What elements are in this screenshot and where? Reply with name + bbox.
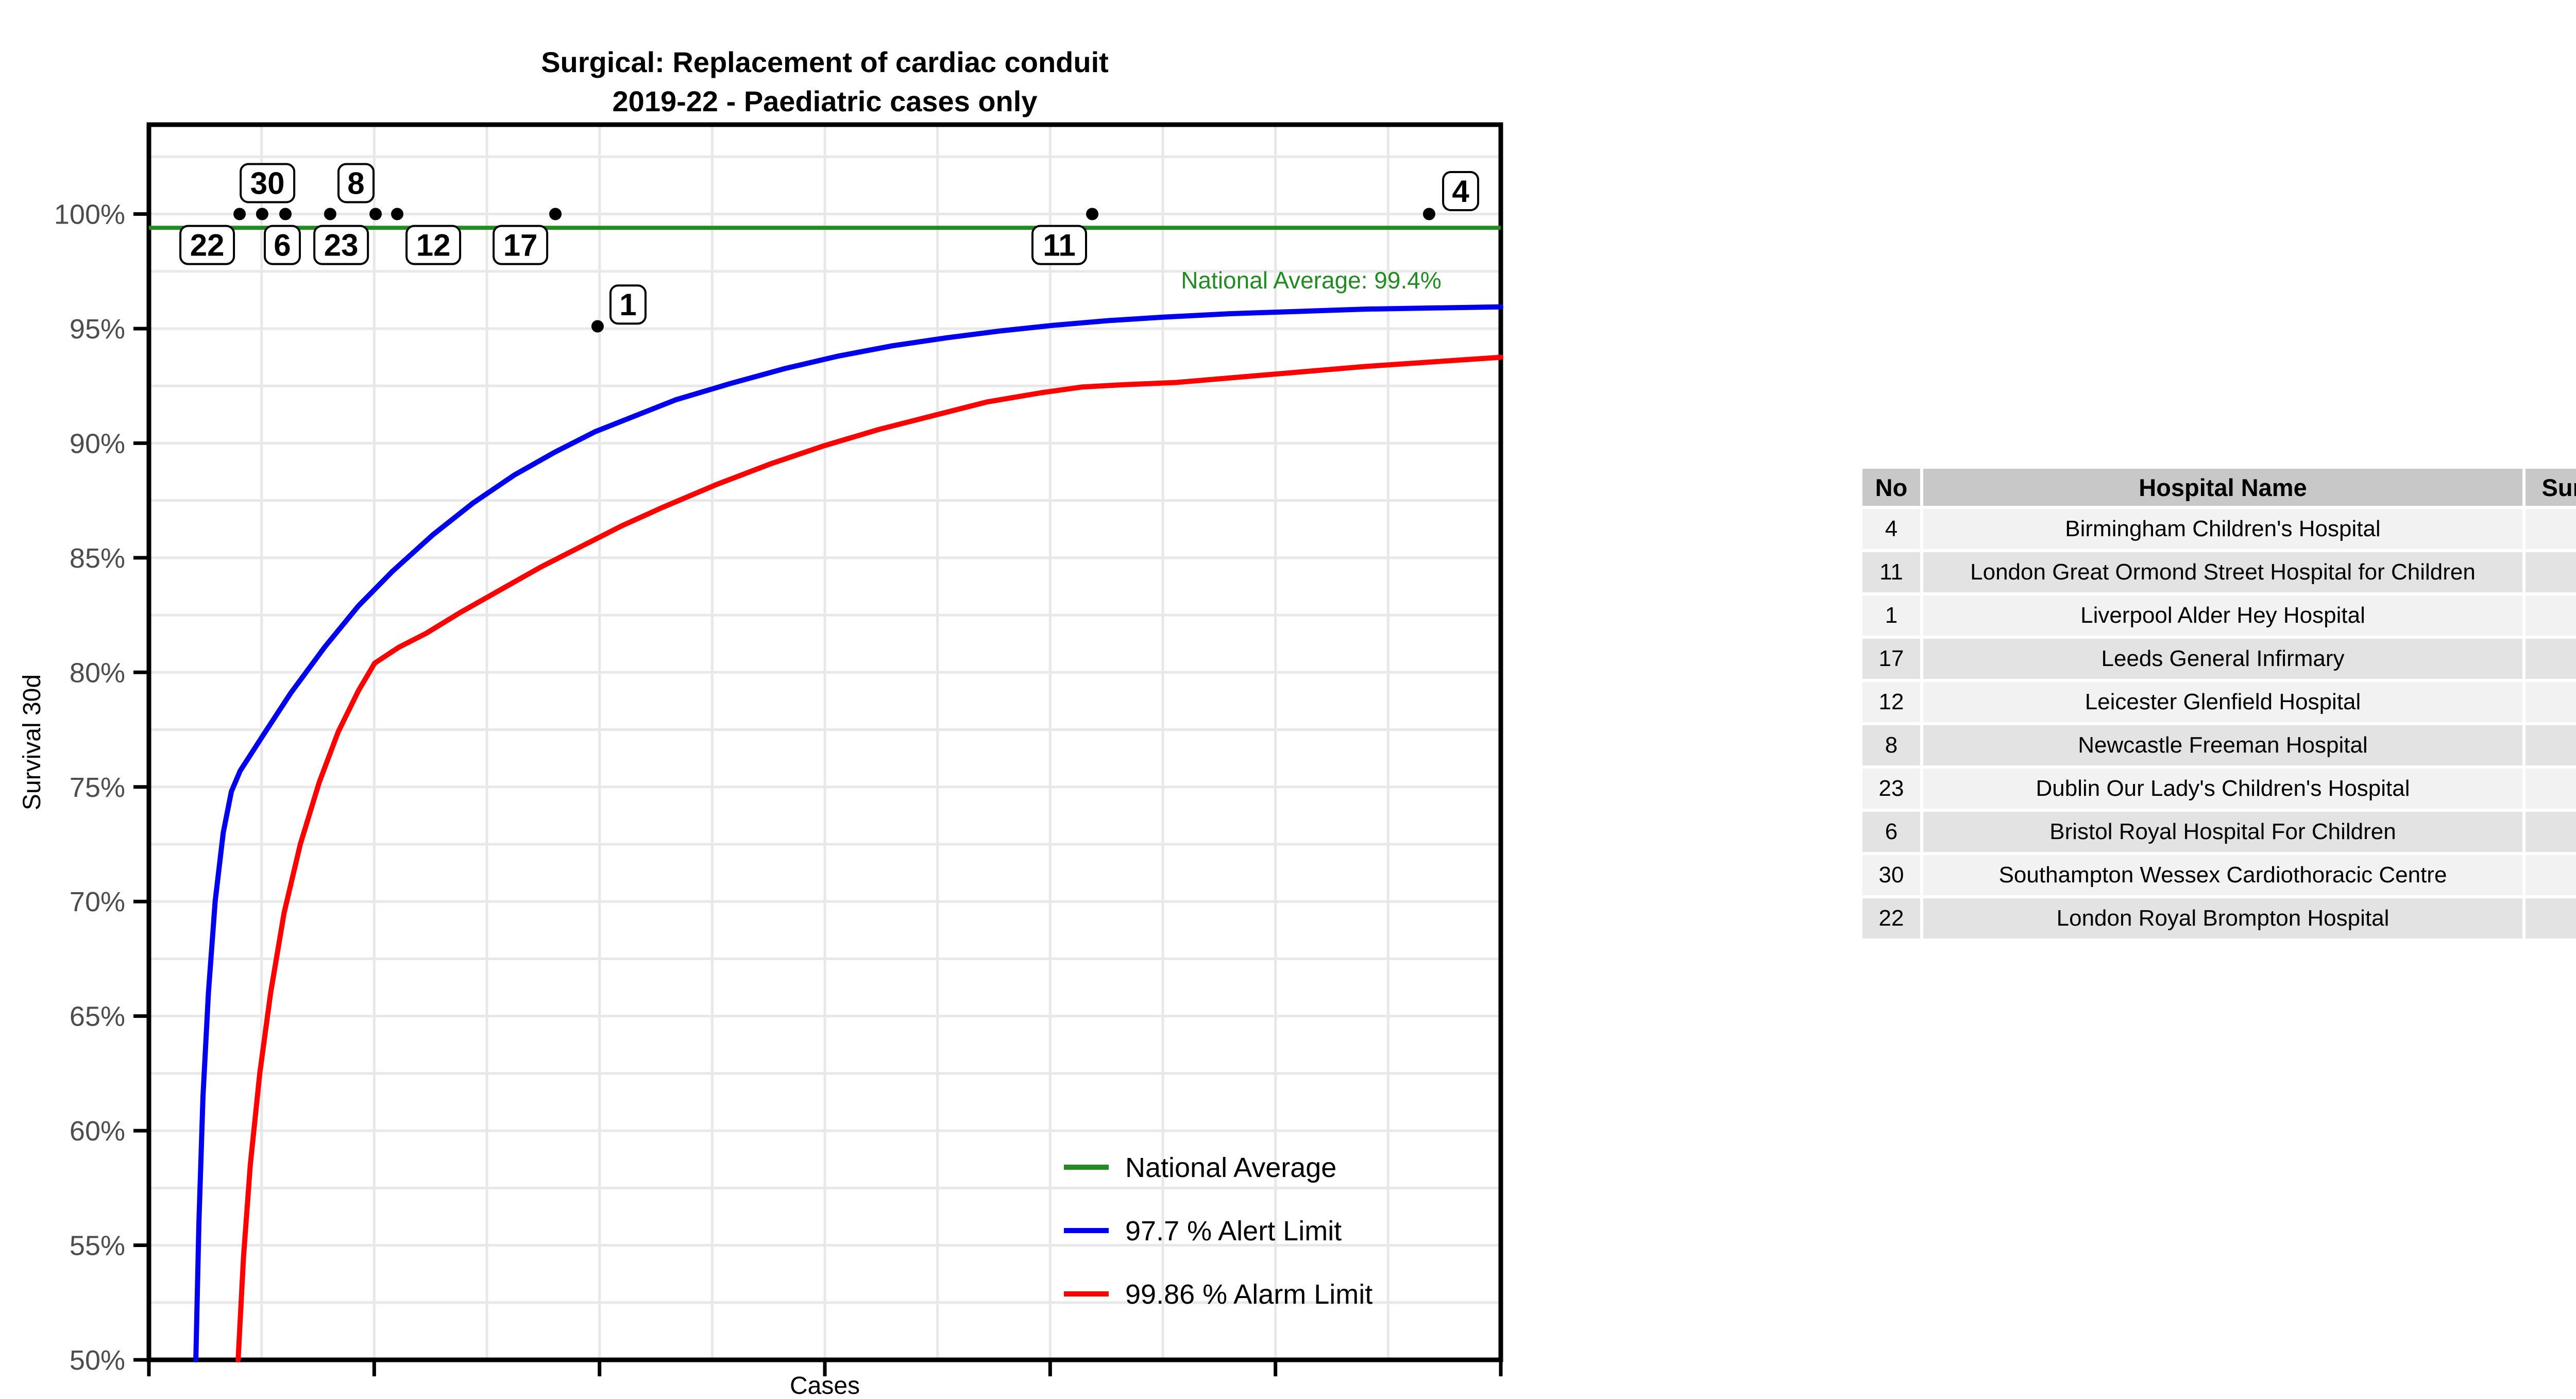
- hospital-point-dot: [233, 208, 246, 220]
- hospital-point-label-box: [313, 225, 369, 265]
- hospital-point-dot: [279, 208, 292, 220]
- cell-hospital-name: Liverpool Alder Hey Hospital: [1923, 595, 2522, 636]
- hospital-point-dot: [1422, 208, 1435, 220]
- cell-no: 8: [1862, 725, 1920, 765]
- hospital-point-label-box: [263, 225, 301, 265]
- y-tick-label: 65%: [70, 1001, 125, 1032]
- hospital-point-label-box: [405, 225, 462, 265]
- cell-survival: 95%: [2526, 595, 2576, 636]
- hospital-point-label: 11: [1043, 228, 1075, 263]
- cell-hospital-name: London Royal Brompton Hospital: [1923, 898, 2522, 939]
- hospital-point-label-box: [337, 163, 375, 203]
- hospital-point-dot: [369, 208, 382, 220]
- column-header: Survival 30d: [2526, 469, 2576, 506]
- legend-label-national_average: National Average: [1125, 1152, 1336, 1183]
- hospital-point-label: 22: [190, 228, 225, 263]
- national-average-annotation: National Average: 99.4%: [1181, 267, 1442, 294]
- y-tick-label: 70%: [70, 886, 125, 917]
- cell-survival: 100%: [2526, 552, 2576, 592]
- cell-hospital-name: London Great Ormond Street Hospital for …: [1923, 552, 2522, 592]
- cell-hospital-name: Bristol Royal Hospital For Children: [1923, 812, 2522, 852]
- plot-border: [146, 122, 1503, 1362]
- alert-limit-curve: [193, 304, 1503, 1362]
- hospital-point-label: 1: [619, 287, 636, 322]
- chart-title-line1: Surgical: Replacement of cardiac conduit: [541, 46, 1109, 78]
- y-tick-label: 75%: [70, 772, 125, 803]
- legend-label-alarm: 99.86 % Alarm Limit: [1125, 1279, 1372, 1310]
- hospital-point-label: 8: [347, 166, 364, 200]
- y-tick-label: 95%: [70, 314, 125, 345]
- cell-no: 30: [1862, 855, 1920, 895]
- column-header: Hospital Name: [1923, 469, 2522, 506]
- series-layer: [149, 226, 1503, 1362]
- cell-no: 17: [1862, 639, 1920, 679]
- y-tick-label: 100%: [54, 199, 125, 230]
- cell-no: 6: [1862, 812, 1920, 852]
- cell-no: 22: [1862, 898, 1920, 939]
- y-tick-label: 60%: [70, 1116, 125, 1147]
- alarm-limit-curve: [235, 354, 1503, 1362]
- cell-survival: 100%: [2526, 812, 2576, 852]
- cell-no: 23: [1862, 769, 1920, 809]
- cell-no: 12: [1862, 682, 1920, 722]
- cell-survival: 100%: [2526, 898, 2576, 939]
- cell-hospital-name: Birmingham Children's Hospital: [1923, 509, 2522, 549]
- cell-survival: 100%: [2526, 769, 2576, 809]
- hospital-point-label: 23: [324, 228, 359, 263]
- hospital-point-label: 6: [274, 228, 291, 263]
- hospital-point-dot: [1086, 208, 1099, 220]
- legend-label-alert: 97.7 % Alert Limit: [1125, 1216, 1342, 1247]
- y-tick-label: 80%: [70, 657, 125, 688]
- y-axis-title: Survival 30d: [19, 674, 46, 810]
- gridlines-layer: [149, 125, 1501, 1361]
- hospital-point-label-box: [240, 163, 296, 203]
- cell-no: 1: [1862, 595, 1920, 636]
- hospital-point-label-box: [493, 225, 549, 265]
- column-header: No: [1862, 469, 1920, 506]
- chart-title-line2: 2019-22 - Paediatric cases only: [613, 85, 1038, 117]
- cell-hospital-name: Leeds General Infirmary: [1923, 639, 2522, 679]
- cell-hospital-name: Leicester Glenfield Hospital: [1923, 682, 2522, 722]
- hospital-point-label-box: [1442, 171, 1480, 212]
- cell-hospital-name: Dublin Our Lady's Children's Hospital: [1923, 769, 2522, 809]
- hospital-point-label-box: [609, 284, 647, 325]
- hospital-point-label-box: [1031, 225, 1088, 265]
- y-tick-label: 90%: [70, 428, 125, 459]
- legend-layer: National Average 97.7 % Alert Limit 99.86 …: [1064, 1152, 1372, 1310]
- hospital-point-dot: [549, 208, 562, 220]
- cell-survival: 100%: [2526, 509, 2576, 549]
- hospital-point-dot: [324, 208, 336, 220]
- cell-hospital-name: Newcastle Freeman Hospital: [1923, 725, 2522, 765]
- hospital-point-label: 30: [250, 166, 285, 200]
- hospital-point-label: 17: [503, 228, 538, 263]
- cell-survival: 100%: [2526, 682, 2576, 722]
- y-tick-label: 85%: [70, 543, 125, 574]
- hospital-point-label: 12: [416, 228, 451, 263]
- y-tick-label: 50%: [70, 1345, 125, 1376]
- hospital-point-dot: [391, 208, 404, 220]
- cell-no: 4: [1862, 509, 1920, 549]
- cell-no: 11: [1862, 552, 1920, 592]
- cell-survival: 100%: [2526, 725, 2576, 765]
- cell-survival: 100%: [2526, 639, 2576, 679]
- cell-survival: 100%: [2526, 855, 2576, 895]
- axes-layer: 50% 55% 60% 65% 70% 75% 80% 85% 90% 95% 100%: [54, 122, 1503, 1376]
- cell-hospital-name: Southampton Wessex Cardiothoracic Centre: [1923, 855, 2522, 895]
- hospital-point-dot: [256, 208, 268, 220]
- hospital-point-label: 4: [1452, 174, 1469, 209]
- y-tick-label: 55%: [70, 1231, 125, 1261]
- hospital-point-label-box: [179, 225, 235, 265]
- hospital-point-dot: [591, 320, 604, 333]
- x-axis-title: Cases: [790, 1372, 860, 1399]
